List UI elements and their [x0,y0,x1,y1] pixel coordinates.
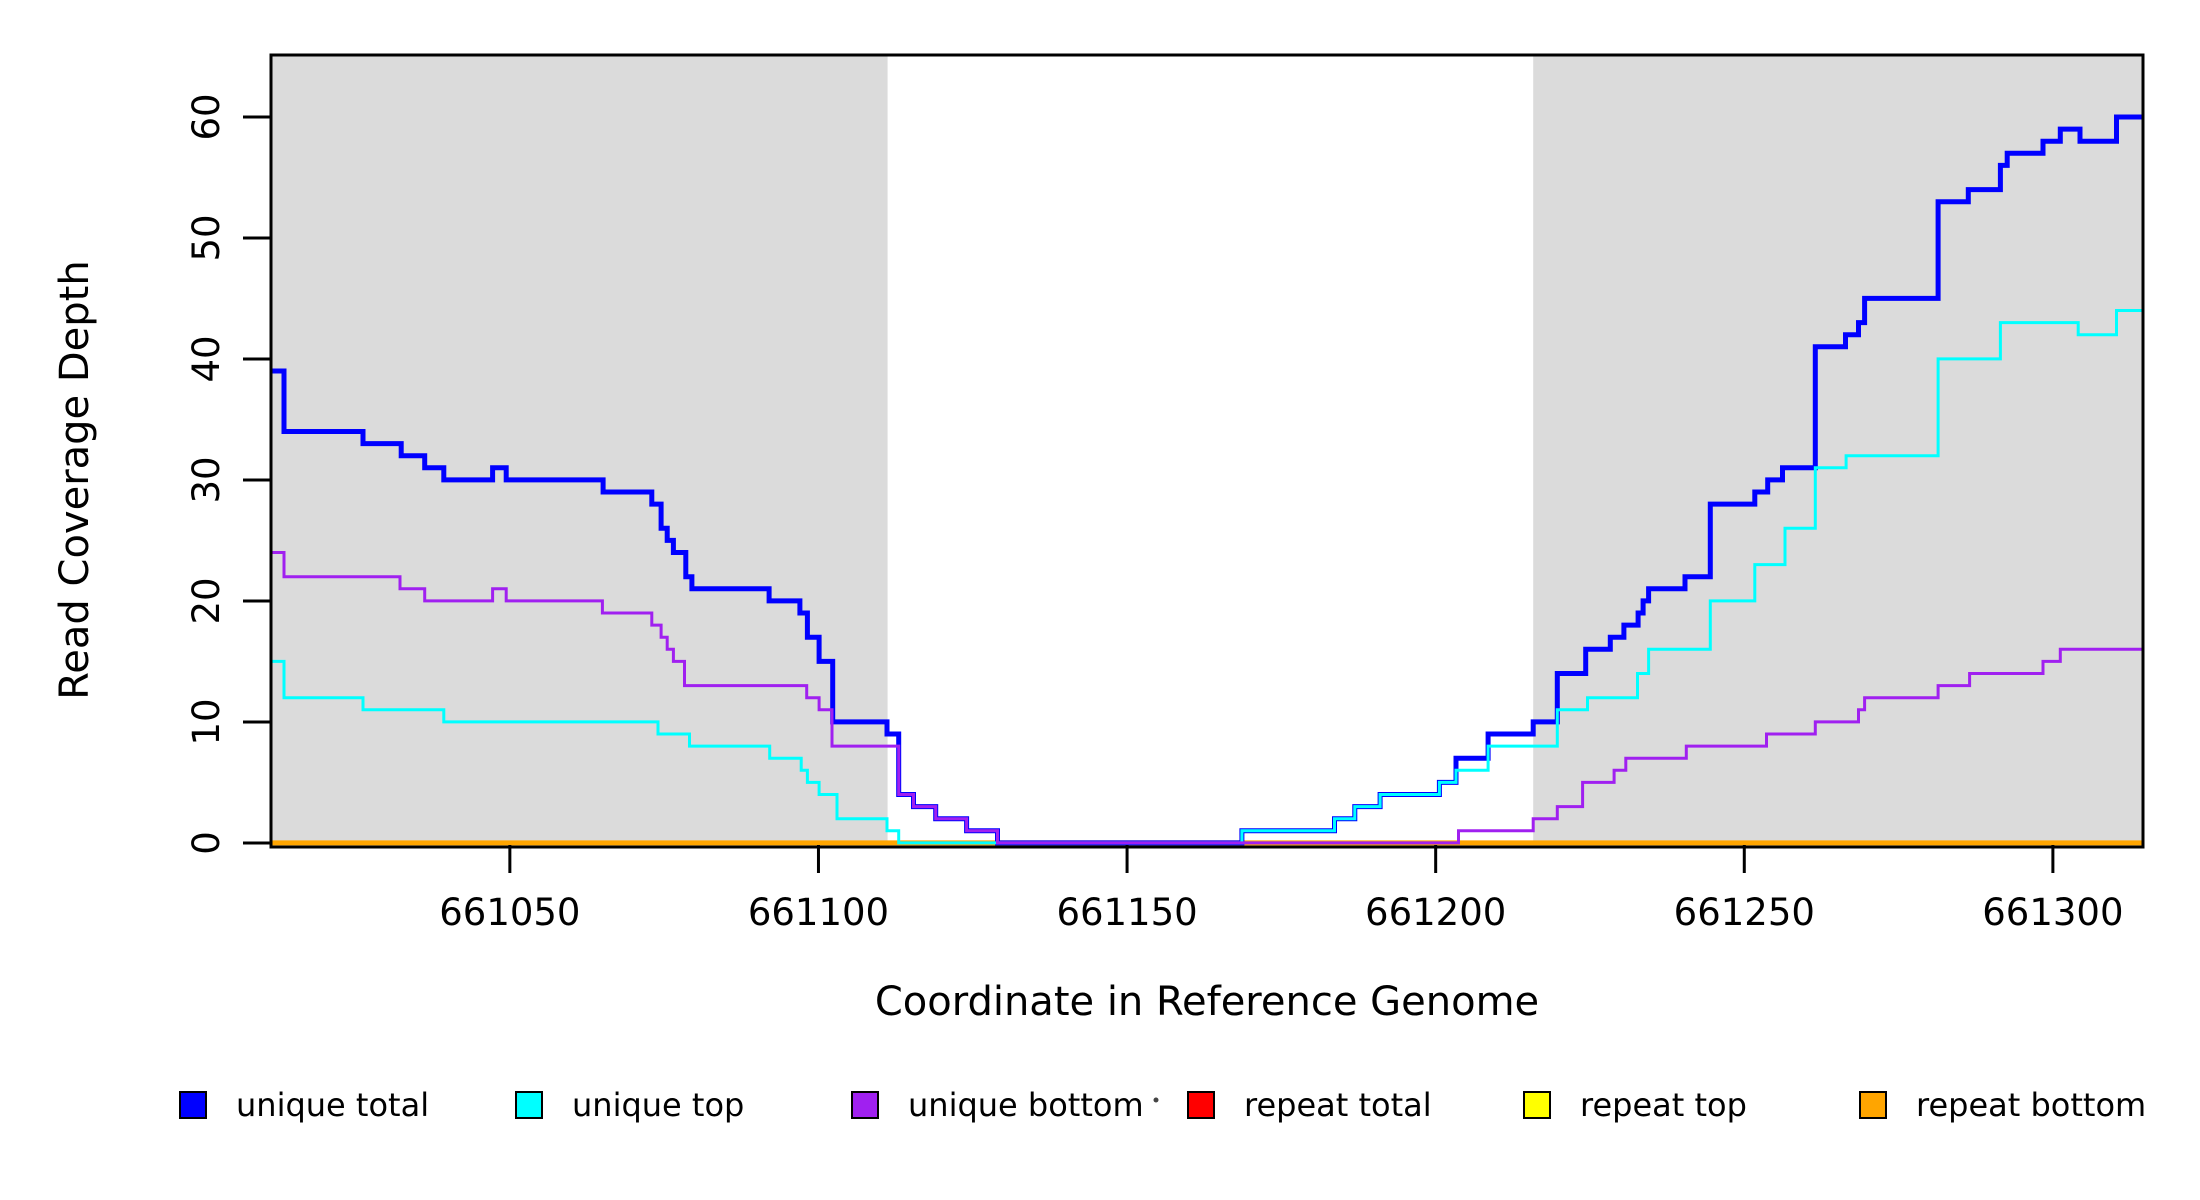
shaded-bands [271,55,2143,845]
x-tick-label: 661300 [1982,891,2123,934]
legend-label: unique top [572,1086,744,1124]
legend-swatch [851,1091,879,1119]
x-tick-label: 661250 [1674,891,1815,934]
legend-label: unique total [236,1086,429,1124]
legend-label: unique bottom [908,1086,1144,1124]
shaded-region-2 [1533,55,2143,845]
series-unique-bottom [271,551,2143,845]
legend-item-unique-top: unique top [515,1086,744,1124]
legend-item-unique-bottom: unique bottom [851,1086,1144,1124]
legend-swatch [1523,1091,1551,1119]
x-tick-label: 661150 [1056,891,1197,934]
legend-label: repeat bottom [1916,1086,2146,1124]
y-tick-label: 50 [185,214,228,261]
y-tick-label: 30 [185,456,228,503]
y-tick-label: 60 [185,93,228,140]
legend-swatch [179,1091,207,1119]
legend: unique total unique top unique bottom repea… [179,1086,2146,1124]
legend-item-repeat-total: repeat total [1187,1086,1432,1124]
y-tick-label: 40 [185,335,228,382]
y-tick-label: 10 [185,698,228,745]
x-axis-title: Coordinate in Reference Genome [875,979,1539,1025]
axis-tick-labels: 661050 661100 661150 661200 661250 661300 0 10 2… [185,93,2124,934]
stray-dot [1153,1097,1159,1103]
legend-swatch [515,1091,543,1119]
series-lines [271,114,2143,846]
legend-swatch [1187,1091,1215,1119]
x-tick-label: 661100 [748,891,889,934]
shaded-region-1 [271,55,888,845]
legend-label: repeat total [1244,1086,1432,1124]
legend-label: repeat top [1580,1086,1747,1124]
plot-border [269,53,2145,849]
y-tick-label: 20 [185,577,228,624]
legend-swatch [1859,1091,1887,1119]
y-tick-label: 0 [185,831,228,855]
legend-item-repeat-top: repeat top [1523,1086,1747,1124]
x-tick-label: 661200 [1365,891,1506,934]
series-unique-top [271,309,2143,845]
axis-ticks [243,115,2055,873]
legend-item-unique-total: unique total [179,1086,429,1124]
legend-item-repeat-bottom: repeat bottom [1859,1086,2146,1124]
x-tick-label: 661050 [439,891,580,934]
y-axis-title: Read Coverage Depth [52,260,98,699]
